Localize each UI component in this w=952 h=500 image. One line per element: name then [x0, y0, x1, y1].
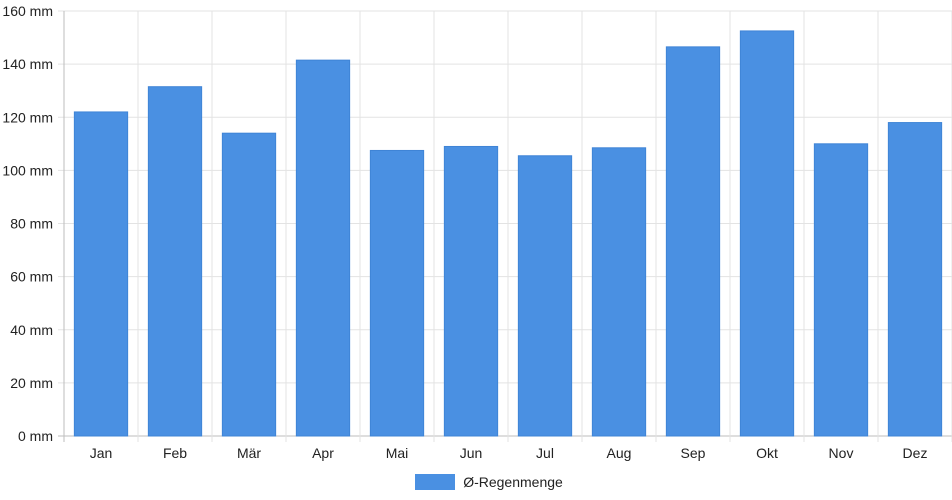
bar-Jan — [73, 111, 129, 437]
y-tick-label: 120 mm — [2, 109, 53, 125]
bar-Jun — [443, 145, 499, 437]
x-tick-label: Mär — [237, 445, 261, 461]
y-tick-label: 140 mm — [2, 56, 53, 72]
bars — [73, 30, 943, 437]
bar-Okt — [739, 30, 795, 437]
y-tick-labels: 0 mm 20 mm 40 mm 60 mm 80 mm 100 mm 120 mm 140 … — [2, 3, 53, 444]
x-tick-label: Aug — [607, 445, 632, 461]
x-tick-label: Feb — [163, 445, 187, 461]
grid — [58, 10, 952, 442]
legend-swatch — [415, 474, 456, 490]
bar-Mär — [221, 132, 277, 437]
bar-Dez — [887, 122, 943, 437]
x-tick-label: Dez — [903, 445, 928, 461]
y-tick-label: 160 mm — [2, 3, 53, 19]
x-tick-label: Nov — [829, 445, 854, 461]
bar-Sep — [665, 46, 721, 437]
y-tick-label: 40 mm — [10, 322, 53, 338]
bar-Mai — [369, 149, 425, 437]
bar-Feb — [147, 86, 203, 437]
y-tick-label: 80 mm — [10, 216, 53, 232]
x-tick-label: Jun — [460, 445, 483, 461]
y-tick-label: 60 mm — [10, 269, 53, 285]
bar-Jul — [517, 155, 573, 437]
bar-chart: 0 mm 20 mm 40 mm 60 mm 80 mm 100 mm 120 mm 140 … — [2, 3, 952, 461]
y-tick-label: 0 mm — [18, 428, 53, 444]
y-tick-label: 20 mm — [10, 375, 53, 391]
y-tick-label: 100 mm — [2, 162, 53, 178]
x-tick-label: Jan — [90, 445, 113, 461]
x-tick-label: Jul — [536, 445, 554, 461]
legend-label: Ø-Regenmenge — [463, 474, 563, 490]
x-tick-label: Sep — [681, 445, 706, 461]
x-tick-label: Apr — [312, 445, 334, 461]
bar-Apr — [295, 59, 351, 437]
x-tick-labels: Jan Feb Mär Apr Mai Jun Jul Aug Sep Okt Nov Dez — [90, 445, 928, 461]
x-tick-label: Mai — [386, 445, 409, 461]
x-tick-label: Okt — [756, 445, 778, 461]
bar-Nov — [813, 143, 869, 437]
bar-Aug — [591, 147, 647, 437]
legend[interactable]: Ø-Regenmenge — [0, 472, 952, 492]
